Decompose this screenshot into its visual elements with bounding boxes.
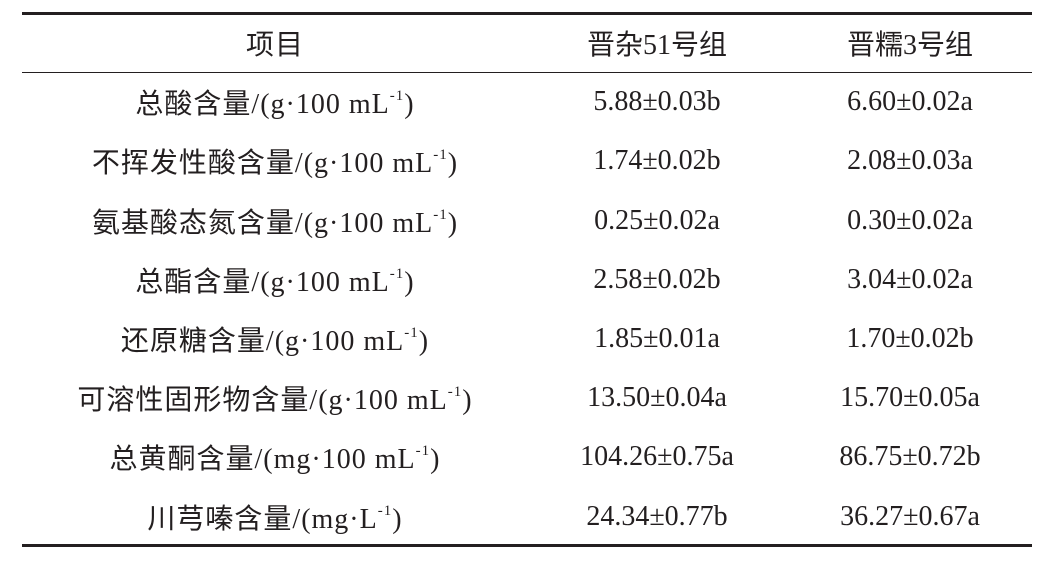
value-cell: 15.70±0.05a: [840, 382, 980, 414]
bottom-rule: [22, 544, 1032, 547]
value-cell: 36.27±0.67a: [840, 500, 980, 532]
table-row: 总黄酮含量/(mg·100 mL-1) 104.26±0.75a 86.75±0.7…: [22, 428, 1032, 487]
item-cell: 川芎嗪含量/(mg·L-1): [22, 497, 528, 537]
table-row: 总酸含量/(g·100 mL-1) 5.88±0.03b 6.60±0.02a: [22, 73, 1032, 132]
item-cell: 可溶性固形物含量/(g·100 mL-1): [22, 378, 528, 418]
unit-exponent: -1: [389, 265, 405, 282]
item-label-end: ): [447, 148, 459, 180]
table-row: 总酯含量/(g·100 mL-1) 2.58±0.02b 3.04±0.02a: [22, 250, 1032, 309]
table-row: 不挥发性酸含量/(g·100 mL-1) 1.74±0.02b 2.08±0.03a: [22, 132, 1032, 191]
item-cell: 不挥发性酸含量/(g·100 mL-1): [22, 141, 528, 181]
value-cell: 104.26±0.75a: [580, 441, 734, 473]
item-label: 还原糖含量/(g·100 mL: [120, 325, 405, 357]
value-cell: 1.70±0.02b: [846, 322, 974, 354]
table-row: 川芎嗪含量/(mg·L-1) 24.34±0.77b 36.27±0.67a: [22, 487, 1032, 546]
item-label-end: ): [404, 266, 415, 298]
header-row: 项目 晋杂51号组 晋糯3号组: [22, 13, 1032, 72]
unit-exponent: -1: [404, 324, 419, 341]
value-cell: 1.74±0.02b: [593, 145, 721, 177]
header-cell: 晋糯3号组: [846, 29, 973, 61]
item-label-end: ): [447, 207, 459, 239]
item-label-end: ): [430, 444, 441, 476]
value-cell: 2.58±0.02b: [593, 263, 721, 295]
item-label-end: ): [392, 503, 403, 535]
item-cell: 总酸含量/(g·100 mL-1): [22, 82, 528, 122]
item-label: 总酸含量/(g·100 mL: [135, 89, 390, 121]
item-cell: 总酯含量/(g·100 mL-1): [22, 260, 528, 300]
unit-exponent: -1: [389, 88, 405, 105]
header-rule: [22, 71, 1032, 73]
value-cell: 24.34±0.77b: [586, 500, 728, 532]
unit-exponent: -1: [447, 384, 463, 401]
top-rule: [22, 12, 1032, 15]
value-cell: 5.88±0.03b: [593, 86, 721, 118]
item-label-end: ): [418, 325, 430, 357]
header-cell: 项目: [245, 29, 304, 61]
item-label: 总酯含量/(g·100 mL: [135, 266, 390, 298]
value-cell: 2.08±0.03a: [847, 145, 973, 177]
item-label: 不挥发性酸含量/(g·100 mL: [91, 148, 434, 180]
value-cell: 0.25±0.02a: [594, 204, 720, 236]
value-cell: 0.30±0.02a: [847, 204, 973, 236]
value-cell: 3.04±0.02a: [847, 263, 973, 295]
item-label: 氨基酸态氮含量/(g·100 mL: [91, 207, 434, 239]
item-label: 川芎嗪含量/(mg·L: [147, 503, 378, 535]
table-row: 还原糖含量/(g·100 mL-1) 1.85±0.01a 1.70±0.02b: [22, 309, 1032, 368]
value-cell: 86.75±0.72b: [839, 441, 981, 473]
value-cell: 13.50±0.04a: [587, 382, 727, 414]
unit-exponent: -1: [415, 443, 431, 460]
header-cell: 晋杂51号组: [586, 29, 727, 61]
unit-exponent: -1: [377, 502, 393, 519]
value-cell: 1.85±0.01a: [594, 322, 720, 354]
item-label: 可溶性固形物含量/(g·100 mL: [77, 385, 448, 417]
item-cell: 总黄酮含量/(mg·100 mL-1): [22, 437, 528, 477]
table-row: 可溶性固形物含量/(g·100 mL-1) 13.50±0.04a 15.70±0.…: [22, 369, 1032, 428]
item-label-end: ): [404, 89, 415, 121]
item-cell: 还原糖含量/(g·100 mL-1): [22, 319, 528, 359]
unit-exponent: -1: [433, 147, 448, 164]
item-cell: 氨基酸态氮含量/(g·100 mL-1): [22, 201, 528, 241]
table-row: 氨基酸态氮含量/(g·100 mL-1) 0.25±0.02a 0.30±0.02a: [22, 191, 1032, 250]
unit-exponent: -1: [433, 206, 448, 223]
item-label: 总黄酮含量/(mg·100 mL: [109, 444, 416, 476]
item-label-end: ): [462, 385, 473, 417]
value-cell: 6.60±0.02a: [847, 86, 973, 118]
